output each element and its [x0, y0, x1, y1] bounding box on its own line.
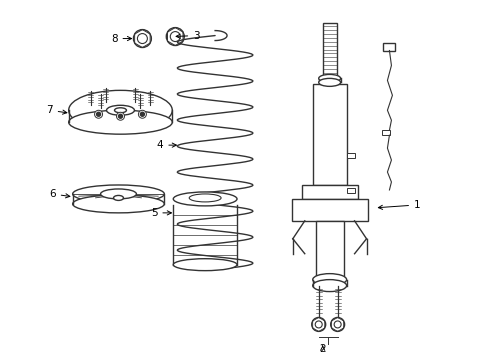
Text: 6: 6: [49, 189, 70, 199]
Text: 8: 8: [111, 33, 131, 44]
Circle shape: [118, 114, 122, 118]
Text: 5: 5: [150, 208, 171, 218]
Ellipse shape: [173, 192, 237, 206]
Circle shape: [133, 30, 151, 48]
Circle shape: [315, 321, 322, 328]
Ellipse shape: [73, 185, 164, 203]
Circle shape: [311, 318, 325, 332]
Bar: [382, 130, 389, 135]
Text: 2: 2: [319, 345, 325, 354]
Text: 3: 3: [176, 31, 200, 41]
Circle shape: [96, 112, 101, 116]
Bar: [383, 42, 395, 50]
Circle shape: [116, 112, 124, 120]
Ellipse shape: [312, 280, 346, 292]
Text: 1: 1: [378, 200, 420, 210]
Bar: [322, 23, 336, 78]
Ellipse shape: [113, 195, 123, 201]
Ellipse shape: [173, 259, 237, 271]
Ellipse shape: [189, 194, 221, 202]
Ellipse shape: [312, 274, 346, 285]
Ellipse shape: [68, 110, 172, 134]
Ellipse shape: [318, 78, 340, 86]
Circle shape: [333, 321, 341, 328]
Bar: [291, 199, 367, 221]
Circle shape: [140, 112, 144, 116]
Ellipse shape: [68, 90, 172, 130]
Circle shape: [137, 33, 147, 44]
Ellipse shape: [73, 195, 164, 213]
Circle shape: [170, 32, 180, 41]
Circle shape: [330, 318, 344, 332]
Bar: [312, 84, 346, 185]
Circle shape: [94, 110, 102, 118]
Bar: [346, 153, 354, 158]
Circle shape: [138, 110, 146, 118]
Bar: [346, 188, 354, 193]
Ellipse shape: [318, 75, 340, 82]
Ellipse shape: [114, 108, 126, 113]
Circle shape: [166, 28, 184, 45]
Bar: [301, 185, 357, 199]
Text: 7: 7: [46, 105, 67, 115]
Bar: [315, 221, 343, 280]
Ellipse shape: [106, 105, 134, 115]
Text: 4: 4: [156, 140, 176, 150]
Ellipse shape: [101, 189, 136, 199]
